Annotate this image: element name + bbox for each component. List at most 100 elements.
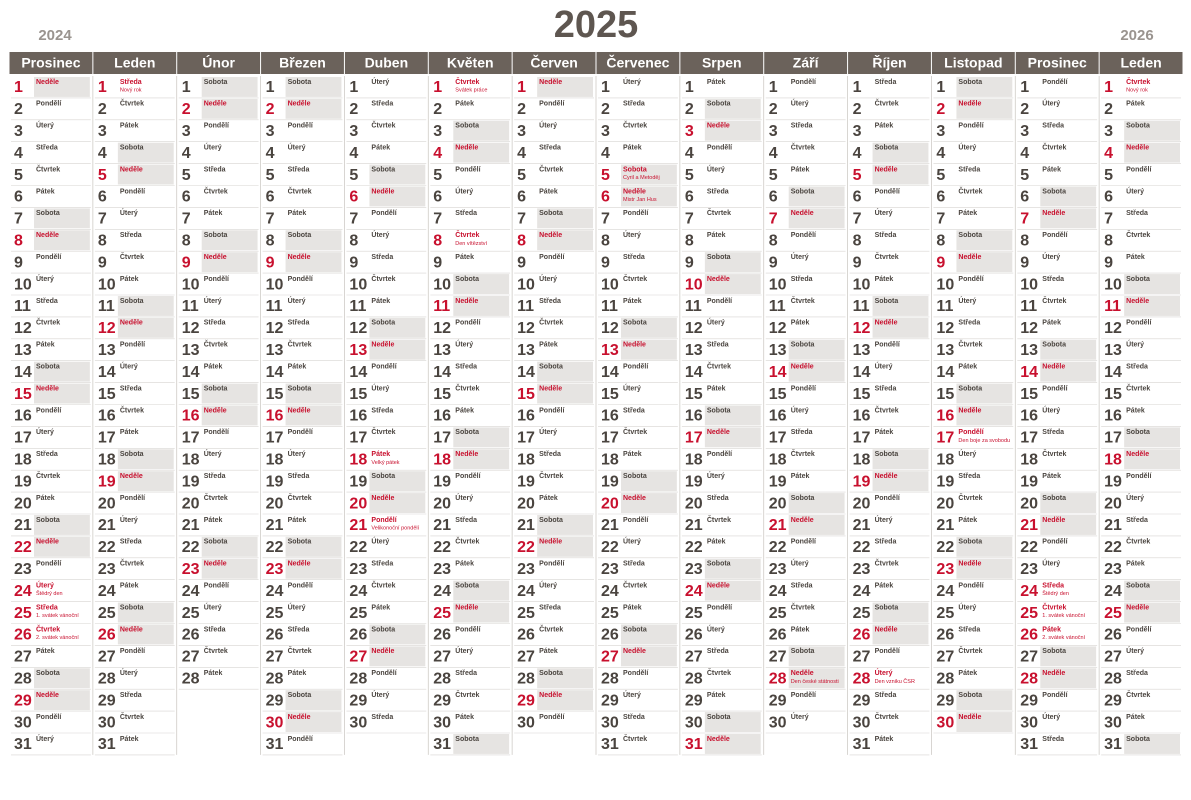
weekday: Pondělí <box>36 101 62 108</box>
holiday: Velký pátek <box>371 460 399 466</box>
weekday: Pátek <box>1126 561 1145 568</box>
day-number: 14 <box>266 364 284 381</box>
day-number: 25 <box>14 605 32 622</box>
weekday: Pátek <box>120 429 139 436</box>
day-number: 20 <box>853 495 871 512</box>
day-number: 15 <box>182 386 200 403</box>
weekday: Pondělí <box>791 79 817 86</box>
weekday: Středa <box>623 561 645 568</box>
day-number: 3 <box>433 123 442 140</box>
weekday: Úterý <box>36 581 54 590</box>
day-number: 31 <box>685 736 703 753</box>
weekday: Pátek <box>371 604 390 611</box>
day-number: 3 <box>266 123 275 140</box>
day-number: 6 <box>517 189 526 206</box>
weekend-shade <box>285 690 342 711</box>
day-number: 26 <box>1020 627 1038 644</box>
weekday: Úterý <box>623 690 641 699</box>
weekday: Čtvrtek <box>288 646 312 655</box>
day-number: 11 <box>433 298 450 315</box>
weekday: Pondělí <box>707 604 733 611</box>
weekday: Pátek <box>120 276 139 283</box>
weekday: Čtvrtek <box>875 405 899 414</box>
weekday: Pátek <box>539 342 558 349</box>
day-number: 22 <box>853 539 871 556</box>
weekday: Čtvrtek <box>875 252 899 261</box>
weekday: Sobota <box>707 254 731 261</box>
weekend-shade <box>1040 339 1097 360</box>
weekday: Pondělí <box>288 276 314 283</box>
day-number: 21 <box>936 517 954 534</box>
day-number: 19 <box>349 473 367 490</box>
weekday: Pátek <box>623 451 642 458</box>
day-number: 15 <box>14 386 32 403</box>
day-number: 16 <box>1020 408 1038 425</box>
weekday: Čtvrtek <box>539 318 563 327</box>
weekend-shade <box>956 252 1013 273</box>
day-number: 29 <box>14 692 32 709</box>
weekday: Úterý <box>791 99 809 108</box>
day-number: 17 <box>98 430 116 447</box>
day-number: 6 <box>601 189 610 206</box>
weekday: Neděle <box>204 561 227 568</box>
weekday: Úterý <box>1042 252 1060 261</box>
day-number: 9 <box>936 254 945 271</box>
day-number: 17 <box>266 430 284 447</box>
weekday: Pondělí <box>707 145 733 152</box>
day-number: 21 <box>685 517 703 534</box>
month-header <box>848 52 931 74</box>
month-header <box>344 52 428 74</box>
weekday: Čtvrtek <box>455 230 479 239</box>
weekday: Čtvrtek <box>36 624 60 633</box>
weekday: Pondělí <box>371 364 397 371</box>
day-number: 1 <box>1104 79 1113 96</box>
day-number: 10 <box>182 276 200 293</box>
day-number: 7 <box>601 211 610 228</box>
day-number: 8 <box>433 232 442 249</box>
weekend-shade <box>872 296 929 316</box>
weekday: Pátek <box>371 145 390 152</box>
day-number: 26 <box>349 627 367 644</box>
weekday: Středa <box>371 101 393 108</box>
day-number: 27 <box>98 649 116 666</box>
weekday: Sobota <box>707 407 731 414</box>
day-number: 29 <box>853 692 871 709</box>
weekday: Středa <box>455 364 477 371</box>
weekend-shade <box>453 734 510 754</box>
day-number: 18 <box>1020 451 1038 468</box>
weekday: Čtvrtek <box>791 602 815 611</box>
day-number: 11 <box>98 298 115 315</box>
weekend-shade <box>704 274 761 294</box>
day-number: 9 <box>433 254 442 271</box>
weekday: Úterý <box>204 602 222 611</box>
day-number: 21 <box>601 517 619 534</box>
weekend-shade <box>1040 493 1097 513</box>
weekday: Pondělí <box>288 736 314 743</box>
weekday: Pondělí <box>875 342 901 349</box>
day-number: 7 <box>769 211 778 228</box>
day-number: 6 <box>685 189 694 206</box>
weekday: Pátek <box>623 298 642 305</box>
day-number: 11 <box>1104 298 1121 315</box>
day-number: 6 <box>1020 189 1029 206</box>
day-number: 21 <box>1104 517 1122 534</box>
weekday: Středa <box>120 692 142 699</box>
day-number: 31 <box>98 736 116 753</box>
day-number: 22 <box>517 539 535 556</box>
weekday: Čtvrtek <box>791 296 815 305</box>
day-number: 31 <box>266 736 284 753</box>
month-header <box>596 52 680 74</box>
weekday: Pondělí <box>875 188 901 195</box>
weekday: Čtvrtek <box>371 121 395 130</box>
weekday: Úterý <box>120 668 138 677</box>
weekend-shade <box>621 164 677 185</box>
weekend-shade <box>956 405 1013 426</box>
weekday: Sobota <box>875 298 899 305</box>
day-number: 3 <box>1104 123 1113 140</box>
day-number: 13 <box>98 342 116 359</box>
day-number: 9 <box>853 254 862 271</box>
weekday: Neděle <box>455 298 478 305</box>
weekday: Čtvrtek <box>371 581 395 590</box>
weekend-shade <box>34 668 90 689</box>
day-number: 15 <box>98 386 116 403</box>
